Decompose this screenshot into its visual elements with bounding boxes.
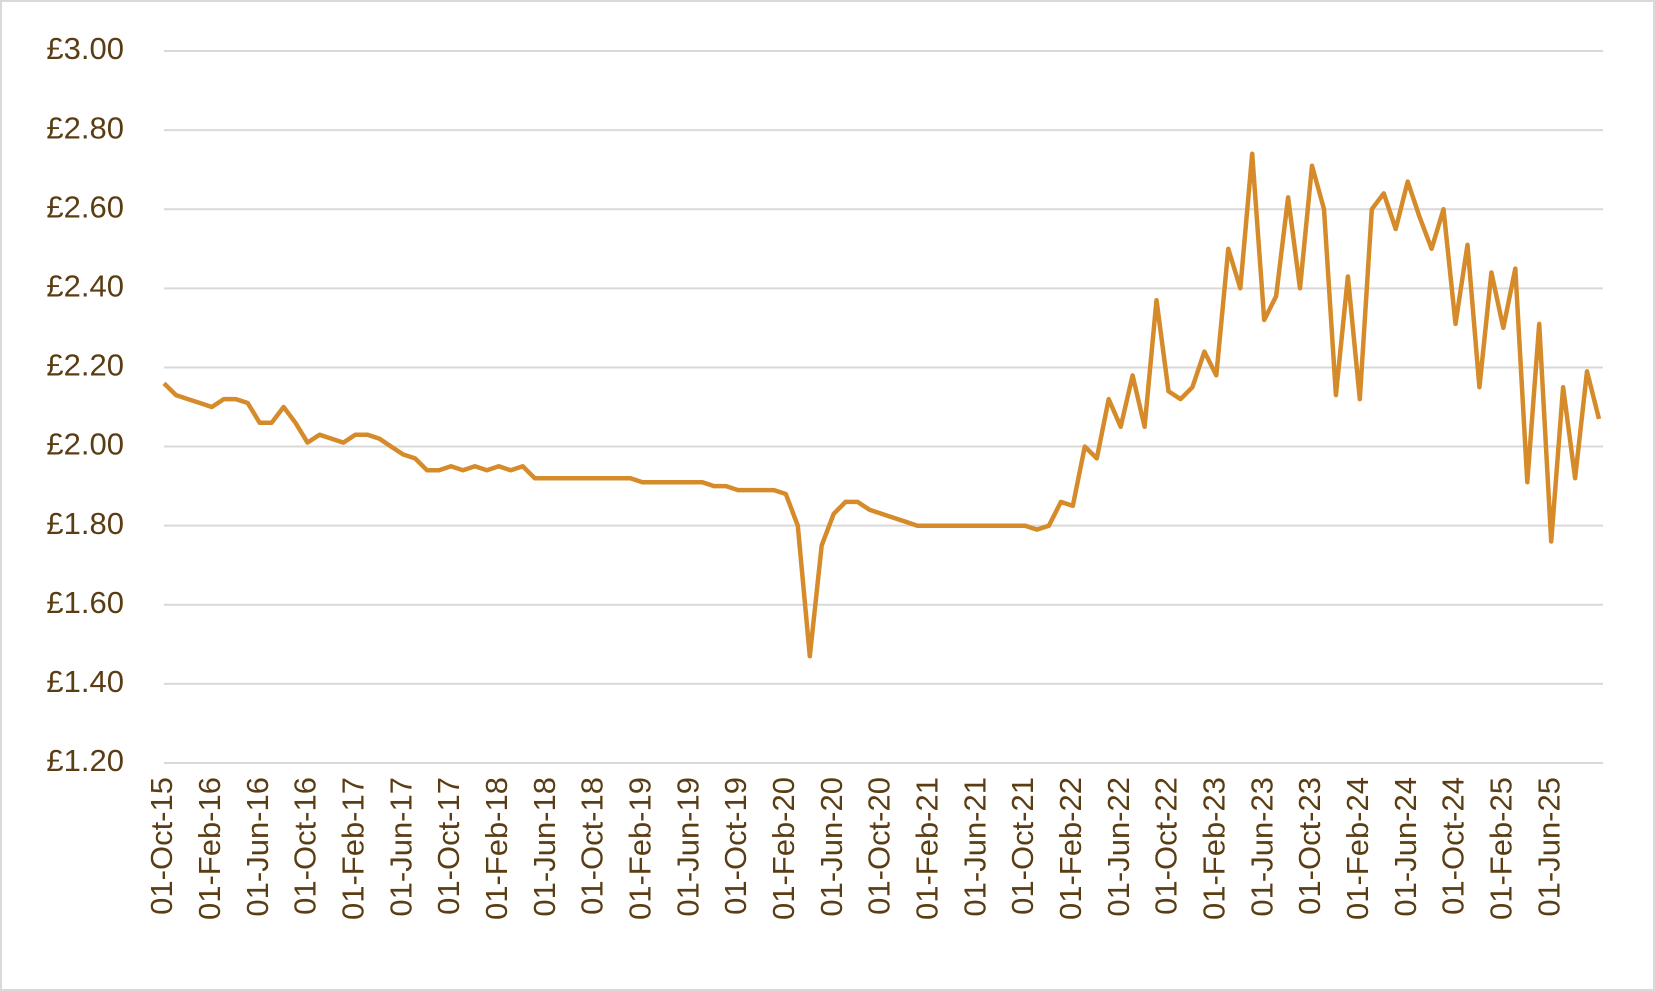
x-tick-label: 01-Jun-21 (957, 777, 992, 917)
x-tick-label: 01-Feb-19 (623, 777, 658, 920)
y-tick-label: £2.80 (46, 110, 124, 145)
x-tick-label: 01-Oct-16 (288, 777, 323, 915)
x-tick-label: 01-Feb-24 (1340, 777, 1375, 920)
x-tick-label: 01-Jun-19 (670, 777, 705, 917)
x-tick-label: 01-Jun-20 (814, 777, 849, 917)
x-tick-label: 01-Oct-15 (144, 777, 179, 915)
x-tick-label: 01-Feb-18 (479, 777, 514, 920)
y-tick-label: £2.60 (46, 189, 124, 224)
x-tick-label: 01-Oct-18 (575, 777, 610, 915)
x-tick-label: 01-Feb-16 (192, 777, 227, 920)
x-tick-label: 01-Jun-24 (1388, 777, 1423, 917)
x-tick-label: 01-Jun-18 (527, 777, 562, 917)
x-tick-label: 01-Oct-24 (1436, 777, 1471, 915)
y-tick-label: £1.60 (46, 585, 124, 620)
line-series (162, 151, 1602, 659)
x-tick-label: 01-Jun-17 (383, 777, 418, 917)
x-tick-label: 01-Jun-22 (1101, 777, 1136, 917)
x-tick-label: 01-Oct-21 (1005, 777, 1040, 915)
x-tick-label: 01-Oct-17 (431, 777, 466, 915)
x-tick-label: 01-Oct-20 (862, 777, 897, 915)
x-tick-label: 01-Oct-19 (718, 777, 753, 915)
y-tick-label: £2.00 (46, 427, 124, 462)
x-tick-label: 01-Jun-23 (1244, 777, 1279, 917)
y-tick-label: £1.20 (46, 743, 124, 778)
y-tick-label: £3.00 (46, 31, 124, 66)
y-tick-label: £1.40 (46, 664, 124, 699)
x-tick-label: 01-Feb-20 (766, 777, 801, 920)
x-tick-label: 01-Feb-25 (1484, 777, 1519, 920)
x-tick-label: 01-Oct-22 (1149, 777, 1184, 915)
x-tick-label: 01-Jun-16 (240, 777, 275, 917)
y-tick-label: £2.40 (46, 269, 124, 304)
x-tick-label: 01-Oct-23 (1292, 777, 1327, 915)
y-tick-label: £2.20 (46, 348, 124, 383)
y-tick-label: £1.80 (46, 506, 124, 541)
x-tick-label: 01-Feb-23 (1197, 777, 1232, 920)
x-tick-label: 01-Jun-25 (1531, 777, 1566, 917)
x-tick-label: 01-Feb-22 (1053, 777, 1088, 920)
x-tick-label: 01-Feb-17 (336, 777, 371, 920)
x-tick-label: 01-Feb-21 (910, 777, 945, 920)
